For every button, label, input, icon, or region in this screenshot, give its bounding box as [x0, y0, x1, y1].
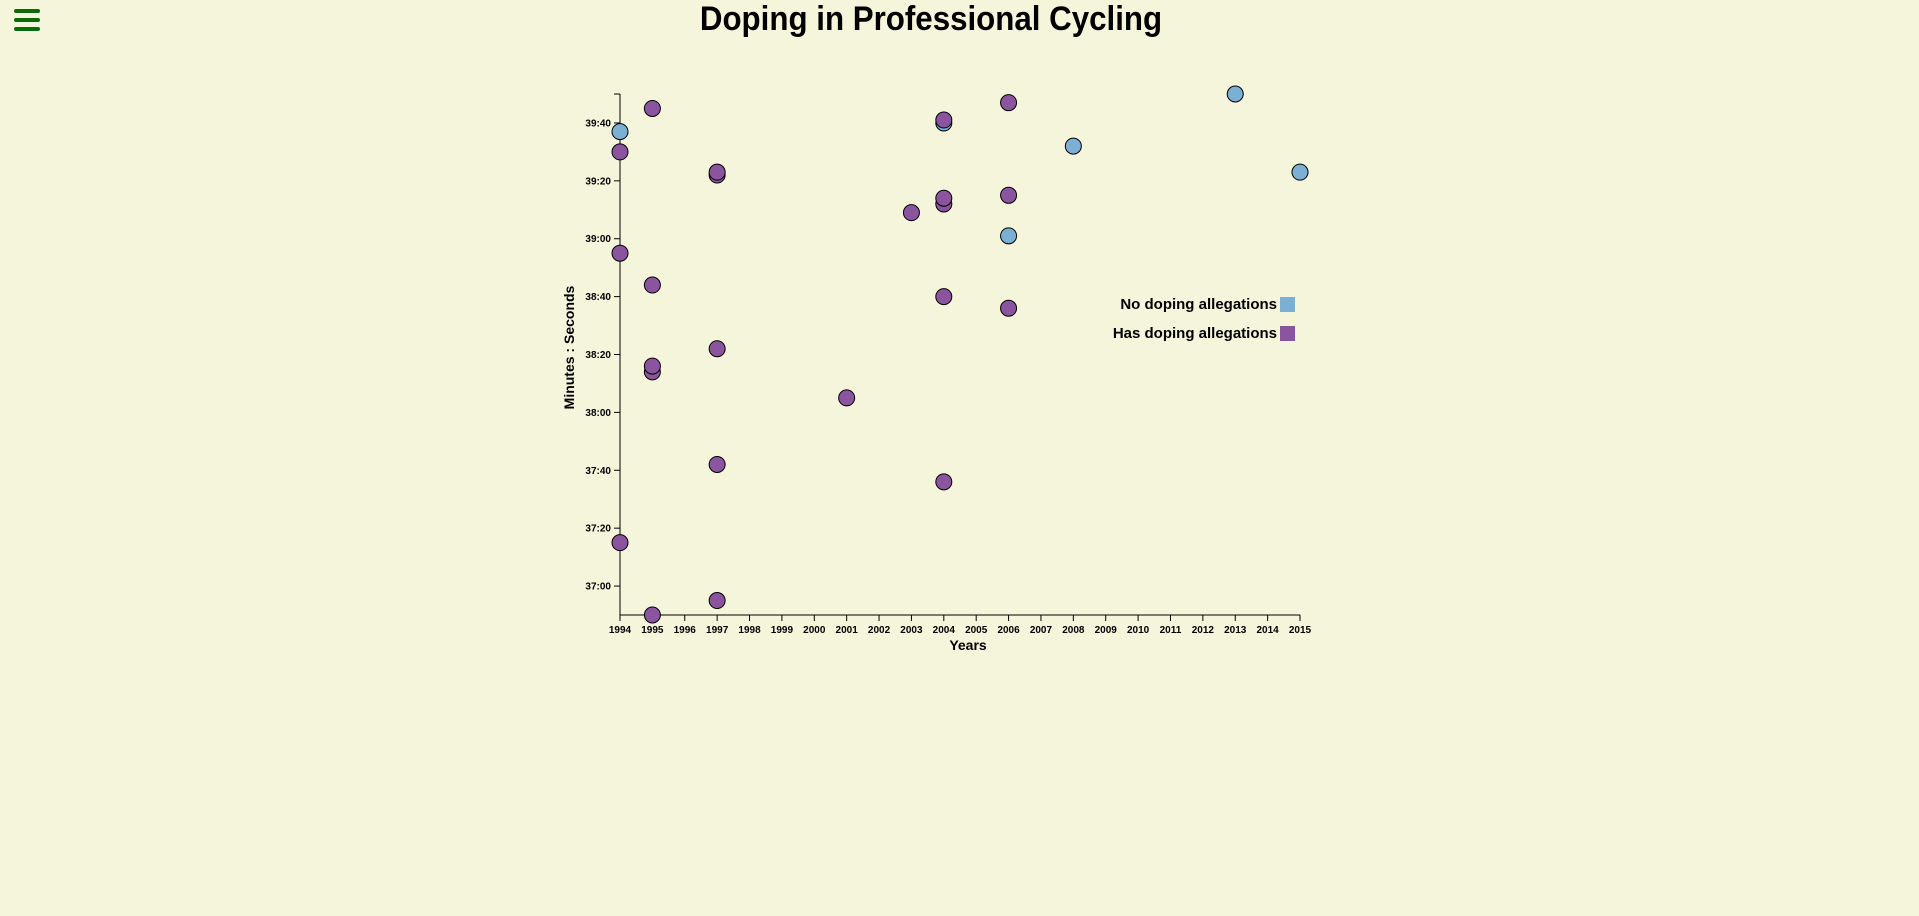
x-tick-label: 2011	[1160, 625, 1182, 636]
x-tick-label: 2000	[803, 625, 826, 636]
data-point	[1064, 137, 1082, 155]
data-point	[643, 606, 661, 624]
y-tick-label: 38:00	[585, 408, 611, 419]
x-tick-label: 2012	[1192, 625, 1215, 636]
x-tick-label: 2004	[933, 625, 956, 636]
data-point	[902, 204, 920, 222]
y-tick-label: 38:20	[585, 350, 611, 361]
data-point	[643, 276, 661, 294]
x-tick-label: 2007	[1030, 625, 1053, 636]
x-tick-label: 2010	[1127, 625, 1150, 636]
x-tick-label: 1998	[738, 625, 761, 636]
x-tick-label: 1995	[641, 625, 664, 636]
data-point	[838, 389, 856, 407]
x-tick-label: 2005	[965, 625, 988, 636]
data-point	[1000, 227, 1018, 245]
y-tick-label: 37:40	[585, 466, 611, 477]
legend: No doping allegations Has doping allegati…	[1113, 296, 1295, 342]
y-tick-label: 39:20	[585, 176, 611, 187]
data-point	[611, 123, 629, 141]
x-tick-label: 1999	[771, 625, 794, 636]
data-point	[935, 288, 953, 306]
x-tick-label: 2001	[836, 625, 859, 636]
x-tick-label: 1996	[674, 625, 697, 636]
page-title: Doping in Professional Cycling	[699, 0, 1163, 38]
y-tick-label: 37:00	[585, 582, 611, 593]
data-point	[643, 99, 661, 117]
y-axis-title: Minutes : Seconds	[561, 285, 577, 409]
x-axis-title: Years	[949, 637, 987, 653]
data-point	[708, 163, 726, 181]
legend-swatch	[1280, 297, 1295, 312]
data-point	[708, 455, 726, 473]
data-point	[1000, 299, 1018, 317]
y-tick-label: 37:20	[585, 524, 611, 535]
x-tick-label: 2002	[868, 625, 891, 636]
y-tick-label: 39:40	[585, 118, 611, 129]
data-point	[611, 244, 629, 262]
data-point	[1000, 186, 1018, 204]
hamburger-menu-icon[interactable]	[14, 9, 40, 31]
y-tick-label: 39:00	[585, 234, 611, 245]
data-point	[935, 189, 953, 207]
x-tick-label: 1997	[706, 625, 729, 636]
legend-label: Has doping allegations	[1113, 325, 1277, 342]
legend-label: No doping allegations	[1120, 296, 1277, 313]
data-point	[935, 473, 953, 491]
x-tick-label: 2015	[1289, 625, 1312, 636]
data-point	[708, 340, 726, 358]
data-point	[643, 357, 661, 375]
data-point	[1000, 94, 1018, 112]
x-tick-label: 2006	[997, 625, 1020, 636]
y-tick-label: 38:40	[585, 292, 611, 303]
data-point	[1291, 163, 1309, 181]
x-tick-label: 2014	[1256, 625, 1279, 636]
data-point	[708, 592, 726, 610]
x-tick-label: 1994	[609, 625, 632, 636]
x-tick-label: 2013	[1224, 625, 1247, 636]
data-point	[935, 111, 953, 129]
x-tick-label: 2009	[1095, 625, 1118, 636]
x-tick-label: 2008	[1062, 625, 1085, 636]
data-point	[611, 143, 629, 161]
data-point	[611, 534, 629, 552]
legend-swatch	[1280, 326, 1295, 341]
x-tick-label: 2003	[900, 625, 923, 636]
plot-area: 37:00 37:20 37:40 38:00 38:20 38:40 39:00 39:20…	[561, 85, 1312, 653]
data-point	[1226, 85, 1244, 103]
